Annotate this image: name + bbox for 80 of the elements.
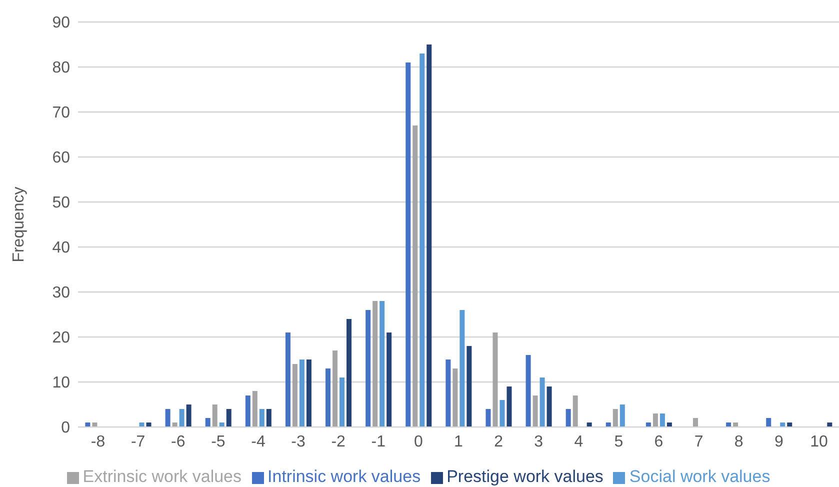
x-tick-label: -8 (90, 433, 106, 450)
bar (186, 404, 192, 427)
x-tick-label: 3 (534, 433, 544, 450)
y-tick-label: 60 (52, 150, 70, 167)
bar (366, 310, 371, 427)
y-axis-title: Frequency (10, 186, 28, 262)
x-tick-label: -5 (211, 433, 226, 450)
bar (340, 378, 345, 427)
bar (420, 54, 425, 427)
bar (386, 332, 392, 427)
bar (252, 391, 258, 427)
y-tick-label: 10 (52, 374, 70, 392)
bar (245, 396, 250, 427)
bar (212, 404, 218, 427)
y-tick-label: 30 (52, 284, 70, 302)
bar (380, 301, 385, 427)
legend-label: Social work values (629, 467, 770, 486)
bar (620, 404, 625, 427)
x-tick-label: -2 (331, 433, 346, 450)
x-tick-label: 10 (810, 433, 828, 450)
bar (205, 418, 210, 427)
legend-label: Extrinsic work values (82, 467, 242, 486)
x-tick-label: 1 (454, 433, 464, 450)
bar (452, 368, 458, 427)
bar (326, 368, 331, 427)
bar (540, 378, 545, 427)
x-tick-label: 6 (654, 433, 664, 450)
bar (292, 364, 298, 427)
y-tick-label: 90 (52, 14, 70, 32)
x-tick-label: 7 (694, 433, 704, 450)
x-tick-label: 2 (494, 433, 504, 450)
bar (299, 360, 304, 427)
bar (766, 418, 772, 427)
x-tick-label: -7 (130, 433, 146, 450)
bar (566, 409, 571, 427)
bar (412, 126, 418, 427)
y-tick-label: 0 (61, 420, 70, 437)
bar (446, 360, 451, 427)
bar (426, 44, 432, 427)
bar (372, 301, 378, 427)
x-tick-label: 0 (414, 433, 423, 450)
bar (546, 386, 552, 427)
bar (660, 414, 665, 427)
bar (526, 355, 531, 427)
bar (165, 409, 170, 427)
bar (346, 319, 352, 427)
bar (332, 350, 338, 427)
bar (306, 360, 312, 427)
legend-label: Prestige work values (446, 467, 604, 486)
x-tick-label: -4 (251, 433, 266, 450)
y-tick-label: 20 (52, 330, 70, 347)
x-tick-label: 9 (774, 433, 784, 450)
bar (486, 409, 491, 427)
x-tick-label: -1 (371, 433, 386, 450)
bar (226, 409, 232, 427)
x-tick-label: 5 (614, 433, 624, 450)
bar (532, 396, 538, 427)
bar (693, 418, 698, 427)
bar (460, 310, 465, 427)
bar (406, 62, 411, 427)
x-tick-label: -6 (171, 433, 186, 450)
bar (492, 332, 498, 427)
bar (500, 400, 505, 427)
x-tick-label: 8 (734, 433, 744, 450)
bar (285, 332, 290, 427)
bar (572, 396, 578, 427)
bar (466, 346, 472, 427)
y-tick-label: 40 (52, 240, 70, 257)
bar (652, 414, 658, 427)
bar (266, 409, 272, 427)
bar (179, 409, 184, 427)
bar (506, 386, 512, 427)
legend-label: Intrinsic work values (268, 467, 421, 486)
y-tick-label: 50 (52, 194, 70, 212)
y-tick-label: 70 (52, 104, 70, 122)
x-tick-label: -3 (291, 433, 306, 450)
bar (259, 409, 264, 427)
y-tick-label: 80 (52, 60, 70, 77)
x-tick-label: 4 (574, 433, 584, 450)
bar (612, 409, 618, 427)
